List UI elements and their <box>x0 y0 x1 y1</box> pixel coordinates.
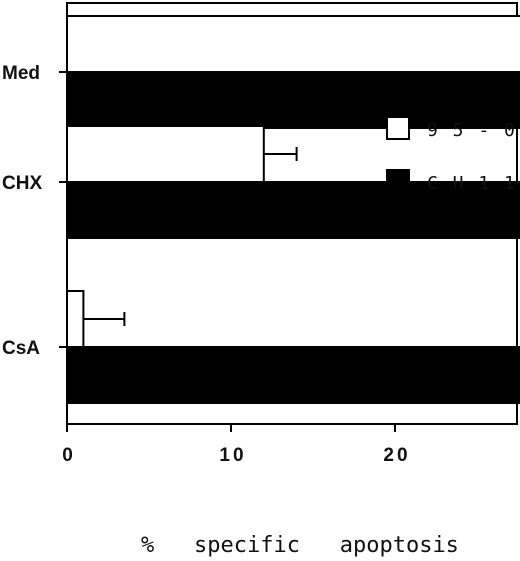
x-axis-title: % specific apoptosis <box>141 533 459 558</box>
x-tick-label-10: 10 <box>219 445 246 466</box>
category-label-chx: CHX <box>2 173 42 194</box>
legend-label-ch11: C H 1 1 <box>427 173 517 194</box>
bar-csa-95-07 <box>66 290 85 348</box>
x-tick-label-0: 0 <box>62 445 76 466</box>
category-label-csa: CsA <box>2 338 40 359</box>
bar-chx-95-07 <box>66 125 265 183</box>
legend-swatch-95-07 <box>386 116 410 140</box>
legend-label-95-07: 9 5 - 0 7 <box>427 120 520 141</box>
legend: 9 5 - 0 7 C H 1 1 <box>386 116 520 194</box>
bar-med-95-07 <box>66 15 520 73</box>
category-labels: Med CHX CsA <box>2 63 67 359</box>
legend-swatch-ch11 <box>386 169 410 193</box>
x-ticks: 01020304050 <box>62 424 410 466</box>
x-tick-label-20: 20 <box>383 445 410 466</box>
category-label-med: Med <box>2 63 40 84</box>
bar-med-ch11 <box>66 71 520 129</box>
bars <box>66 15 520 404</box>
bar-chx-ch11 <box>66 181 520 239</box>
bar-csa-ch11 <box>66 346 520 404</box>
error-bars <box>83 147 298 326</box>
